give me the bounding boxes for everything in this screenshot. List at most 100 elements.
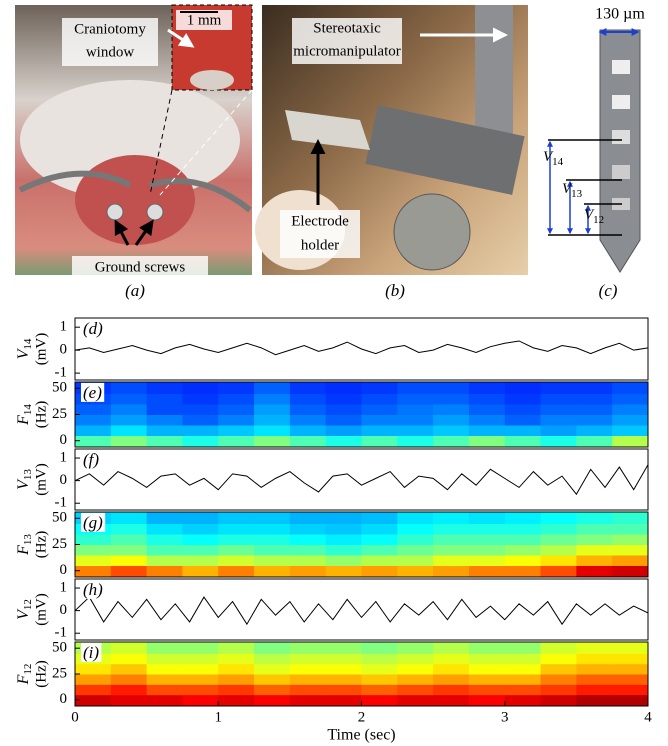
heatmap-cell <box>362 435 398 447</box>
heatmap-cell <box>218 545 254 556</box>
heatmap-cell <box>182 404 218 415</box>
panel-label: (i) <box>83 643 99 662</box>
heatmap-cell <box>433 555 469 566</box>
heatmap-cell <box>290 695 326 707</box>
heatmap-cell <box>505 415 541 426</box>
heatmap-cell <box>505 664 541 675</box>
scale-label: 1 mm <box>187 12 222 28</box>
heatmap-cell <box>469 394 505 405</box>
heatmap-cell <box>576 415 612 426</box>
heatmap-cell <box>505 435 541 447</box>
heatmap-cell <box>75 664 111 675</box>
heatmap-cell <box>541 382 577 394</box>
heatmap-cell <box>397 415 433 426</box>
panel-label: (d) <box>83 319 103 338</box>
heatmap-cell <box>218 674 254 685</box>
heatmap-cell <box>182 674 218 685</box>
heatmap-cell <box>254 565 290 577</box>
heatmap-cell <box>612 674 648 685</box>
heatmap-cell <box>433 684 469 695</box>
heatmap-cell <box>326 565 362 577</box>
heatmap-cell <box>576 524 612 535</box>
heatmap-cell <box>433 695 469 707</box>
heatmap-cell <box>362 695 398 707</box>
heatmap-cell <box>469 565 505 577</box>
heatmap-cell <box>433 545 469 556</box>
heatmap-cell <box>362 404 398 415</box>
heatmap-cell <box>397 404 433 415</box>
channel-subscript: 14 <box>552 156 564 168</box>
panel-caption: (c) <box>599 281 618 300</box>
heatmap-cell <box>576 425 612 436</box>
y-tick-label: 25 <box>52 665 67 681</box>
panel-label: (h) <box>83 580 103 599</box>
heatmap-cell <box>505 555 541 566</box>
heatmap-cell <box>469 524 505 535</box>
heatmap-cell <box>75 404 111 415</box>
heatmap-cell <box>397 674 433 685</box>
axes-frame <box>75 449 648 510</box>
heatmap-cell <box>362 642 398 654</box>
heatmap-cell <box>505 425 541 436</box>
heatmap-cell <box>75 695 111 707</box>
heatmap-cell <box>541 664 577 675</box>
y-tick-label: 0 <box>60 562 68 578</box>
heatmap-cell <box>612 534 648 545</box>
y-axis-symbol: F <box>15 545 32 556</box>
panel-caption: (b) <box>385 281 405 300</box>
x-tick-label: 2 <box>358 709 366 725</box>
heatmap-cell <box>218 695 254 707</box>
heatmap-cell <box>612 653 648 664</box>
heatmap-cell <box>362 664 398 675</box>
heatmap-cell <box>612 512 648 524</box>
heatmap-cell <box>147 382 183 394</box>
panel-label: (g) <box>83 513 103 532</box>
heatmap-cell <box>111 545 147 556</box>
annotation: holder <box>301 237 339 253</box>
annotation: Electrode <box>291 213 349 229</box>
heatmap-cell <box>182 524 218 535</box>
heatmap-cell <box>111 674 147 685</box>
heatmap-cell <box>576 674 612 685</box>
heatmap-cell <box>111 524 147 535</box>
heatmap-cell <box>290 555 326 566</box>
heatmap-cell <box>362 415 398 426</box>
annotation: Stereotaxic <box>313 20 381 36</box>
heatmap-cell <box>147 404 183 415</box>
heatmap-cell <box>505 404 541 415</box>
heatmap-cell <box>541 642 577 654</box>
y-axis-symbol: F <box>15 674 32 685</box>
y-axis-subscript: 14 <box>22 404 34 416</box>
heatmap-cell <box>505 642 541 654</box>
heatmap-cell <box>147 415 183 426</box>
heatmap-cell <box>469 664 505 675</box>
heatmap-cell <box>254 653 290 664</box>
panel-caption: (a) <box>125 281 145 300</box>
heatmap-cell <box>541 674 577 685</box>
heatmap-cell <box>326 425 362 436</box>
heatmap-cell <box>75 435 111 447</box>
heatmap-cell <box>469 382 505 394</box>
y-tick-label: -1 <box>55 625 68 641</box>
heatmap-cell <box>397 653 433 664</box>
heatmap-cell <box>254 512 290 524</box>
annotation: Craniotomy <box>74 21 146 37</box>
heatmap-cell <box>254 695 290 707</box>
y-axis-subscript: 14 <box>22 338 34 350</box>
heatmap-cell <box>290 565 326 577</box>
heatmap-cell <box>541 695 577 707</box>
trace <box>75 597 648 624</box>
heatmap-cell <box>147 512 183 524</box>
heatmap-cell <box>469 545 505 556</box>
y-axis-unit: (mV) <box>33 333 49 366</box>
heatmap-cell <box>182 565 218 577</box>
heatmap-cell <box>254 382 290 394</box>
heatmap-cell <box>433 415 469 426</box>
heatmap-cell <box>397 534 433 545</box>
heatmap-cell <box>576 382 612 394</box>
heatmap-cell <box>218 684 254 695</box>
heatmap-cell <box>111 555 147 566</box>
heatmap-cell <box>326 415 362 426</box>
y-tick-label: 25 <box>52 536 67 552</box>
heatmap-cell <box>362 565 398 577</box>
